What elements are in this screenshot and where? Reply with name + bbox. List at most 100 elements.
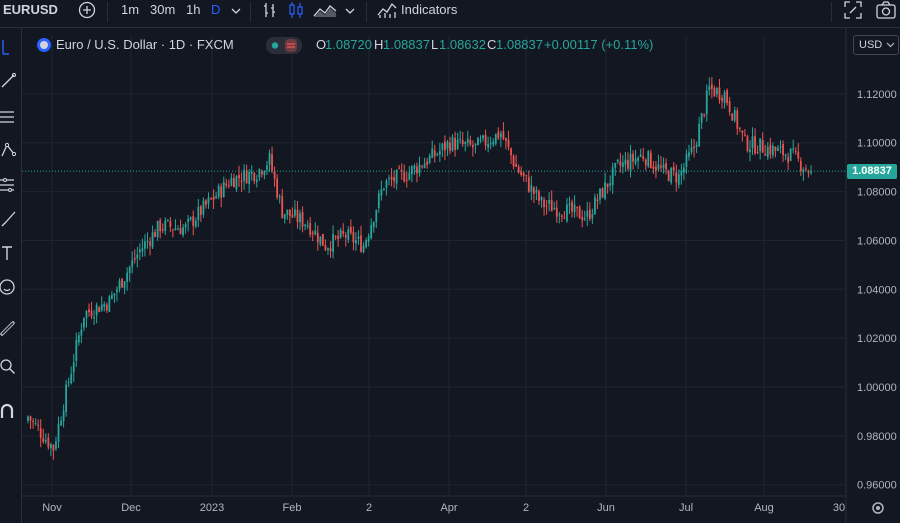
candle-body bbox=[492, 141, 495, 145]
chevron-down-icon[interactable] bbox=[230, 3, 242, 31]
candle-body bbox=[116, 289, 118, 293]
ruler-icon[interactable] bbox=[0, 320, 18, 338]
candle-body bbox=[294, 209, 296, 216]
candle-body bbox=[258, 169, 261, 178]
plus-circle-icon[interactable] bbox=[78, 1, 96, 29]
candle-body bbox=[810, 171, 812, 173]
camera-icon[interactable] bbox=[875, 0, 897, 28]
divider bbox=[366, 2, 367, 22]
candle-body bbox=[637, 157, 640, 161]
brush-icon[interactable] bbox=[0, 210, 18, 228]
candle-body bbox=[324, 245, 327, 251]
gear-icon[interactable] bbox=[872, 502, 884, 514]
candle-body bbox=[138, 249, 141, 253]
candle-body bbox=[108, 296, 111, 312]
candle-body bbox=[403, 172, 406, 182]
candle-body bbox=[85, 311, 88, 319]
candle-body bbox=[380, 189, 383, 196]
candle-body bbox=[543, 199, 545, 208]
candle-body bbox=[281, 196, 284, 218]
candle-body bbox=[164, 220, 167, 231]
candle-body bbox=[240, 180, 243, 183]
currency-selector[interactable]: USD bbox=[853, 35, 899, 55]
candle-body bbox=[271, 154, 273, 171]
candle-body bbox=[416, 166, 418, 174]
candle-body bbox=[792, 148, 795, 150]
candle-body bbox=[283, 214, 286, 219]
candle-body bbox=[189, 217, 192, 220]
candle-body bbox=[494, 133, 497, 144]
indicators-button[interactable]: Indicators bbox=[401, 2, 458, 17]
candle-body bbox=[487, 144, 490, 148]
emoji-icon[interactable] bbox=[0, 278, 18, 296]
candle-body bbox=[291, 214, 294, 218]
magnet-icon[interactable] bbox=[0, 402, 18, 420]
text-icon[interactable] bbox=[0, 244, 18, 262]
candle-body bbox=[782, 144, 784, 156]
symbol-search[interactable]: EURUSD bbox=[3, 2, 58, 17]
y-tick-label: 1.00000 bbox=[857, 382, 897, 394]
ohlc-close-value: 1.08837 bbox=[496, 37, 543, 52]
interval-30m[interactable]: 30m bbox=[150, 2, 176, 17]
candle-body bbox=[151, 232, 154, 248]
candle-body bbox=[268, 153, 271, 165]
area-chart-icon[interactable] bbox=[313, 1, 337, 29]
fib-icon[interactable] bbox=[0, 108, 18, 126]
candle-body bbox=[248, 172, 251, 184]
x-tick-label: Apr bbox=[440, 502, 457, 514]
candle-body bbox=[566, 204, 568, 221]
candle-body bbox=[55, 441, 57, 449]
y-tick-label: 0.96000 bbox=[857, 480, 897, 492]
candle-body bbox=[47, 437, 50, 448]
candle-body bbox=[131, 260, 134, 267]
candle-body bbox=[700, 113, 703, 123]
candle-body bbox=[563, 217, 566, 219]
candle-body bbox=[464, 142, 467, 144]
candle-body bbox=[319, 236, 322, 245]
candle-body bbox=[273, 171, 276, 179]
pattern-icon[interactable] bbox=[0, 142, 18, 160]
bar-style-icon[interactable] bbox=[261, 1, 279, 29]
candle-body bbox=[136, 254, 139, 259]
candle-body bbox=[360, 235, 362, 252]
candle-body bbox=[266, 165, 268, 170]
ohlc-close-key: C bbox=[487, 37, 497, 52]
legend-title[interactable]: Euro / U.S. Dollar · 1D · FXCM bbox=[56, 37, 234, 52]
x-tick-label: 30 bbox=[833, 502, 845, 514]
candle-body bbox=[238, 175, 240, 179]
fullscreen-icon[interactable] bbox=[843, 0, 863, 28]
candle-body bbox=[515, 164, 518, 167]
interval-d-active[interactable]: D bbox=[211, 2, 221, 17]
candle-body bbox=[309, 223, 312, 235]
candle-body bbox=[571, 201, 573, 212]
candle-body bbox=[774, 146, 777, 151]
cursor-icon[interactable] bbox=[0, 38, 18, 56]
candle-body bbox=[426, 161, 429, 165]
indicators-icon[interactable] bbox=[377, 1, 397, 29]
candle-body bbox=[93, 316, 95, 319]
interval-1m[interactable]: 1m bbox=[121, 2, 140, 17]
candle-body bbox=[731, 113, 734, 121]
candle-body bbox=[616, 160, 619, 162]
last-price-tag: 1.08837 bbox=[847, 163, 897, 179]
candlestick-icon[interactable] bbox=[287, 1, 305, 29]
trend-line-icon[interactable] bbox=[0, 72, 18, 90]
candle-body bbox=[629, 154, 632, 170]
x-tick-label: Jun bbox=[597, 502, 615, 514]
forecast-icon[interactable] bbox=[0, 176, 18, 194]
candle-body bbox=[197, 206, 200, 221]
candle-body bbox=[301, 211, 304, 227]
candle-body bbox=[80, 329, 83, 336]
candle-body bbox=[647, 151, 650, 167]
interval-1h[interactable]: 1h bbox=[186, 2, 201, 17]
candle-body bbox=[77, 335, 80, 343]
candle-body bbox=[245, 170, 248, 184]
chevron-down-icon[interactable] bbox=[344, 3, 356, 31]
zoom-icon[interactable] bbox=[0, 358, 18, 376]
candle-body bbox=[505, 138, 507, 141]
candle-body bbox=[451, 137, 454, 151]
candle-body bbox=[347, 229, 350, 240]
market-status-icon[interactable] bbox=[266, 37, 302, 59]
candle-body bbox=[88, 309, 90, 313]
